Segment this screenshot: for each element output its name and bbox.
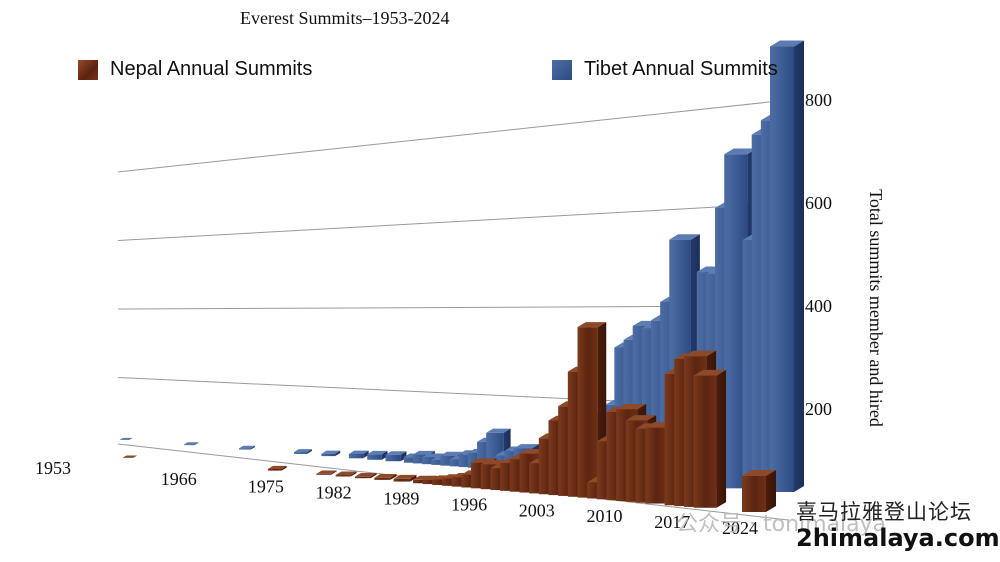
nepal-bar-1980: [367, 451, 387, 460]
watermark-chinese: 喜马拉雅登山论坛: [796, 496, 972, 526]
x-tick-label-2010: 2010: [587, 506, 623, 526]
bar-front: [336, 475, 351, 476]
bar-front: [349, 454, 363, 458]
x-tick-label-1975: 1975: [248, 477, 284, 497]
x-tick-label-2003: 2003: [519, 500, 555, 520]
gridline-800: [118, 100, 788, 172]
x-tick-label-1989: 1989: [383, 488, 419, 508]
bar-front: [316, 474, 331, 475]
bar-top: [120, 438, 132, 440]
legend-swatch-tibet: [552, 60, 572, 80]
tibet-bar-1960: [123, 455, 137, 457]
nepal-bar-2024: [770, 41, 804, 492]
bar-front: [394, 479, 410, 482]
tibet-bar-1984: [355, 473, 377, 478]
x-tick-label-1996: 1996: [451, 494, 487, 514]
bar-front: [239, 448, 251, 449]
nepal-bar-1972: [294, 449, 312, 454]
bar-top: [316, 471, 336, 474]
y-tick-label-400: 400: [805, 296, 832, 316]
x-tick-label-1953: 1953: [35, 458, 71, 478]
y-tick-label-600: 600: [805, 193, 832, 213]
bar-front: [374, 478, 390, 480]
bar-front: [645, 428, 667, 504]
legend-swatch-nepal: [78, 60, 98, 80]
bar-side: [794, 41, 804, 492]
y-tick-label-200: 200: [805, 399, 832, 419]
y-axis-label: Total summits member and hired: [866, 189, 886, 427]
bar-side: [717, 370, 727, 508]
tibet-bar-2019: [694, 370, 726, 508]
bar-front: [355, 477, 371, 479]
bar-front: [578, 327, 598, 498]
legend-nepal: Nepal Annual Summits: [78, 58, 312, 81]
nepal-bar-1982: [385, 451, 406, 461]
bar-front: [367, 454, 382, 460]
tibet-bar-1982: [336, 472, 357, 477]
nepal-bar-1975: [321, 451, 340, 457]
bar-top: [123, 455, 137, 457]
bar-front: [294, 452, 307, 454]
x-tick-label-1982: 1982: [316, 483, 352, 503]
legend-tibet: Tibet Annual Summits: [552, 58, 778, 81]
bar-front: [268, 469, 282, 471]
bar-front: [321, 454, 335, 456]
x-tick-label-1966: 1966: [161, 469, 197, 489]
tibet-bar-1975: [268, 466, 287, 471]
nepal-bar-1966: [239, 446, 255, 450]
bar-front: [184, 444, 194, 445]
bar-front: [385, 455, 400, 462]
y-tick-label-800: 800: [805, 90, 832, 110]
bar-front: [770, 47, 794, 492]
nepal-bar-1953: [120, 438, 132, 440]
tibet-bar-1980: [316, 471, 336, 475]
legend-label-tibet: Tibet Annual Summits: [584, 58, 778, 81]
bar-front: [694, 376, 717, 508]
watermark-site: 2himalaya.com: [796, 524, 1000, 552]
y-axis-ticks: 200 400 600 800: [805, 90, 832, 419]
bars: [120, 41, 804, 512]
legend-label-nepal: Nepal Annual Summits: [110, 58, 312, 81]
nepal-bar-1978: [349, 451, 369, 459]
chart-title: Everest Summits–1953-2024: [240, 8, 640, 29]
nepal-bar-1960: [184, 442, 198, 445]
tibet-bar-1986: [374, 474, 396, 480]
